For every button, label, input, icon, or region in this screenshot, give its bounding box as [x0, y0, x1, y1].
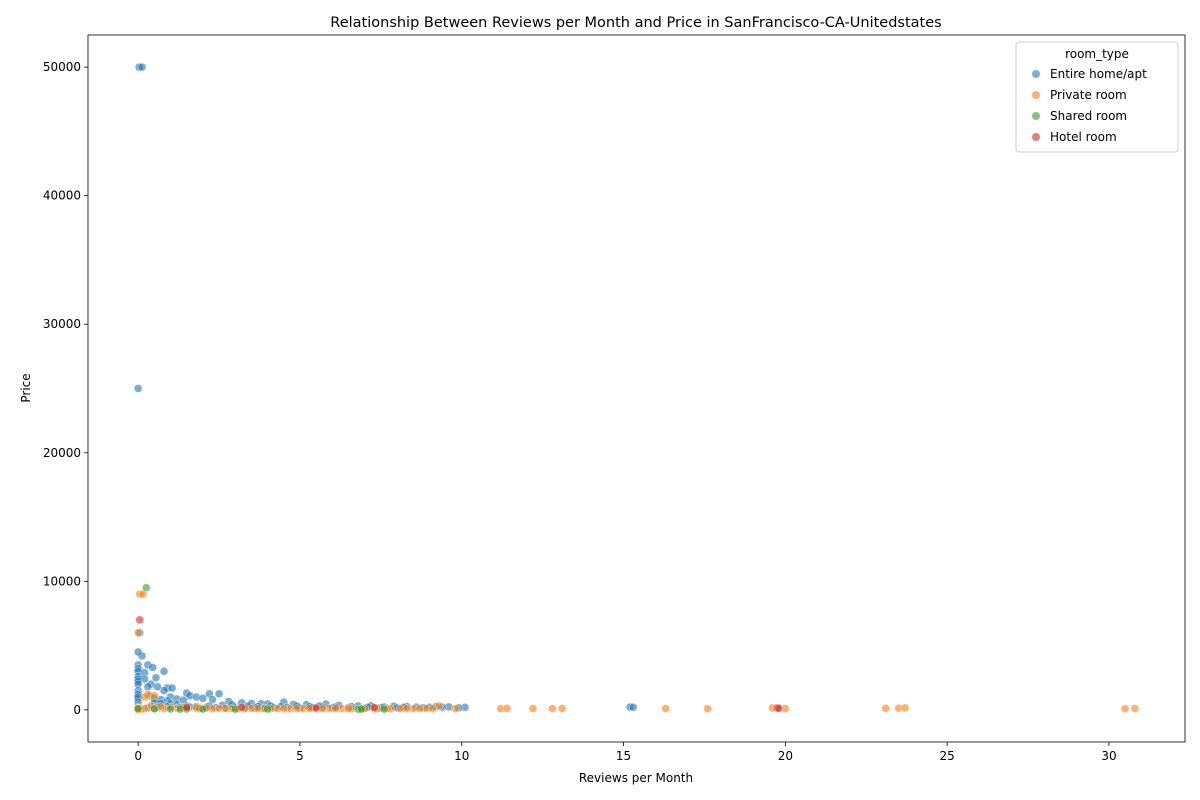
- y-tick-label: 30000: [43, 317, 81, 331]
- data-point: [150, 691, 159, 700]
- data-point: [548, 704, 557, 713]
- data-point: [263, 704, 272, 714]
- x-tick-label: 30: [1101, 749, 1116, 763]
- x-axis: 0 5 10 15 20 25 30: [134, 742, 1117, 763]
- data-point: [344, 704, 353, 713]
- data-point: [198, 704, 208, 714]
- legend-marker: [1032, 133, 1040, 141]
- legend-marker: [1032, 91, 1040, 99]
- data-point: [133, 628, 143, 637]
- data-point: [198, 694, 208, 703]
- data-point: [357, 704, 366, 714]
- data-point: [557, 704, 567, 713]
- series-private-room: [133, 589, 1140, 715]
- x-tick-label: 10: [454, 749, 469, 763]
- legend-box: [1015, 41, 1179, 153]
- legend-label: Hotel room: [1050, 130, 1117, 144]
- data-point: [159, 667, 169, 676]
- series-shared-room: [133, 583, 389, 714]
- legend-title: room_type: [1065, 47, 1129, 61]
- y-axis: 0 10000 20000 30000 40000 50000: [43, 60, 88, 717]
- chart-title: Relationship Between Reviews per Month a…: [330, 15, 941, 31]
- data-point: [151, 673, 161, 682]
- data-point: [292, 704, 301, 713]
- data-point: [661, 704, 670, 713]
- data-point: [143, 682, 153, 691]
- data-point: [150, 704, 159, 714]
- points-layer: [133, 62, 1140, 715]
- legend-label: Entire home/apt: [1050, 67, 1147, 81]
- data-point: [140, 692, 149, 702]
- data-point: [370, 703, 379, 712]
- y-tick-label: 0: [73, 703, 81, 717]
- y-tick-label: 40000: [43, 189, 81, 203]
- data-point: [379, 704, 389, 714]
- data-point: [502, 704, 512, 713]
- data-point: [629, 703, 638, 712]
- data-point: [415, 704, 424, 713]
- x-tick-label: 0: [134, 749, 142, 763]
- data-point: [1130, 704, 1140, 713]
- data-point: [182, 703, 191, 712]
- data-point: [253, 704, 263, 713]
- y-tick-label: 50000: [43, 60, 81, 74]
- legend: room_type Entire home/apt Private room Sha…: [1015, 41, 1179, 153]
- data-point: [237, 703, 246, 712]
- data-point: [703, 704, 712, 713]
- data-point: [774, 704, 784, 713]
- data-point: [881, 704, 890, 713]
- data-point: [133, 384, 143, 393]
- data-point: [159, 686, 169, 695]
- data-point: [214, 689, 224, 698]
- data-point: [133, 647, 143, 657]
- data-point: [331, 704, 340, 713]
- data-point: [214, 704, 224, 713]
- x-tick-label: 20: [778, 749, 793, 763]
- data-point: [133, 704, 143, 713]
- x-tick-label: 5: [296, 749, 304, 763]
- legend-label: Private room: [1050, 88, 1127, 102]
- data-point: [311, 703, 321, 713]
- data-point: [428, 704, 437, 713]
- legend-marker: [1032, 112, 1040, 120]
- data-point: [1120, 704, 1130, 713]
- data-point: [402, 704, 411, 713]
- x-axis-label: Reviews per Month: [579, 771, 693, 785]
- y-tick-label: 10000: [43, 574, 81, 588]
- y-axis-label: Price: [19, 373, 33, 402]
- series-hotel-room: [135, 615, 784, 713]
- data-point: [137, 62, 147, 72]
- data-point: [900, 703, 910, 713]
- y-tick-label: 20000: [43, 446, 81, 460]
- data-point: [148, 663, 157, 672]
- legend-label: Shared room: [1050, 109, 1127, 123]
- data-point: [135, 615, 144, 625]
- data-point: [166, 704, 175, 714]
- data-point: [528, 704, 538, 713]
- plot-frame: [87, 34, 1186, 743]
- legend-marker: [1032, 70, 1040, 78]
- data-point: [167, 683, 177, 693]
- data-point: [153, 682, 162, 691]
- x-tick-label: 25: [940, 749, 955, 763]
- data-point: [142, 583, 151, 592]
- x-tick-label: 15: [616, 749, 631, 763]
- data-point: [451, 704, 460, 713]
- data-point: [279, 704, 288, 713]
- series-entire-home-apt: [133, 62, 638, 713]
